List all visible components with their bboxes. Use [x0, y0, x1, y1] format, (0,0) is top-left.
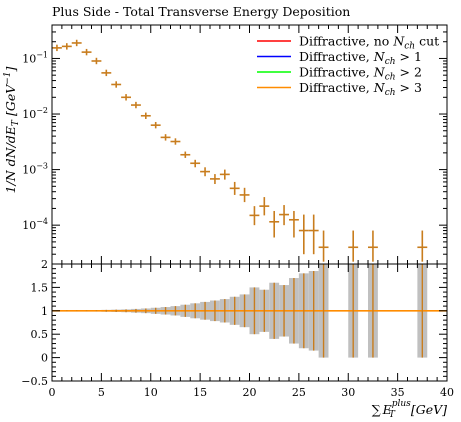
x-tick-label: 40 — [440, 386, 454, 399]
data-point — [180, 151, 191, 158]
ratio-plot-frame — [51, 263, 448, 382]
y-tick-label: 10−1 — [22, 50, 48, 65]
y-tick-label: 10−4 — [22, 217, 48, 232]
legend-label: Diffractive, Nch > 1 — [299, 49, 422, 67]
data-point — [318, 230, 329, 262]
data-point — [348, 230, 359, 262]
data-point — [249, 206, 260, 226]
data-point — [160, 134, 171, 141]
legend-label: Diffractive, no Nch cut — [299, 34, 439, 52]
data-point — [61, 43, 72, 50]
data-point — [52, 44, 62, 52]
data-point — [417, 230, 428, 262]
x-tick-label: 10 — [144, 386, 158, 399]
data-point — [368, 230, 378, 262]
x-tick-label: 35 — [391, 386, 405, 399]
data-point — [121, 94, 131, 101]
data-point — [200, 167, 210, 177]
legend-entry: Diffractive, Nch > 3 — [257, 80, 422, 98]
data-point — [279, 205, 289, 226]
data-point — [140, 112, 151, 119]
x-tick-label: 25 — [292, 386, 306, 399]
x-tick-label: 0 — [49, 386, 56, 399]
data-point — [289, 210, 299, 238]
data-point — [308, 214, 319, 255]
ratio-y-tick-label: 0.5 — [31, 328, 49, 341]
legend-label: Diffractive, Nch > 3 — [299, 80, 422, 98]
y-axis-label: 1/N dN/dET[GeV−1] — [3, 66, 21, 193]
data-point — [71, 39, 82, 47]
y-axis-ticks: 10−4 10−3 10−2 10−1 — [22, 24, 447, 265]
ratio-plot-panel: −0.500.511.52 0 5 10 15 20 25 30 35 40 — [21, 258, 454, 399]
data-point — [81, 48, 92, 56]
ratio-y-axis-ticks: −0.5 0 0.5 1 1.5 2 — [21, 258, 447, 388]
data-point — [219, 169, 230, 180]
data-point — [229, 181, 240, 195]
x-tick-label: 15 — [193, 386, 207, 399]
y-tick-label: 10−3 — [22, 162, 48, 177]
chart-title: Plus Side - Total Transverse Energy Depo… — [52, 4, 350, 19]
data-point — [111, 81, 122, 88]
x-tick-label: 20 — [243, 386, 257, 399]
data-point — [239, 187, 250, 203]
ratio-y-tick-label: −0.5 — [21, 375, 48, 388]
data-point — [101, 69, 112, 77]
data-point — [131, 101, 141, 109]
data-point — [269, 210, 280, 238]
data-point — [190, 159, 201, 168]
ratio-y-tick-label: 1.5 — [31, 281, 49, 294]
data-point — [298, 214, 309, 255]
data-point — [170, 138, 181, 145]
legend-label: Diffractive, Nch > 2 — [299, 65, 422, 83]
data-point — [259, 197, 270, 216]
legend-entry: Diffractive, Nch > 2 — [257, 65, 422, 83]
x-tick-label: 30 — [341, 386, 355, 399]
ratio-y-tick-label: 1 — [41, 305, 48, 318]
data-point — [91, 57, 102, 65]
data-points — [52, 39, 428, 262]
ratio-y-tick-label: 0 — [41, 352, 48, 365]
data-point — [150, 121, 161, 129]
legend-entry: Diffractive, no Nch cut — [257, 34, 439, 52]
x-axis-label: ∑ Eplus T [GeV] — [372, 399, 447, 420]
x-tick-label: 5 — [98, 386, 105, 399]
data-point — [210, 174, 220, 185]
ratio-y-tick-label: 2 — [41, 258, 48, 271]
main-plot-panel: 10−4 10−3 10−2 10−1 — [22, 24, 448, 265]
y-tick-label: 10−2 — [22, 106, 48, 121]
ratio-lines — [52, 264, 447, 358]
legend-entry: Diffractive, Nch > 1 — [257, 49, 422, 67]
